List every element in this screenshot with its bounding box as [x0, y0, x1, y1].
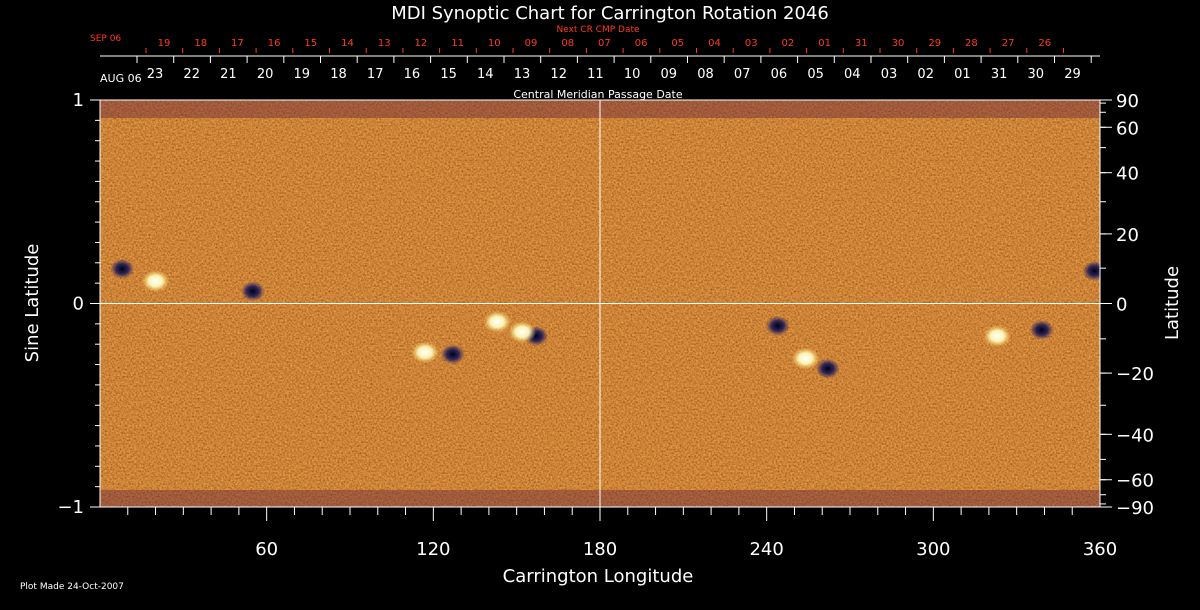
x-tick-label: 360: [1083, 539, 1117, 560]
right-y-tick-label: −90: [1116, 498, 1154, 519]
left-y-axis: 1 0 −1: [57, 90, 100, 518]
next-cr-date-label: 29: [928, 38, 941, 49]
right-y-axis-label: Latitude: [1162, 266, 1183, 340]
next-cr-date-label: 30: [892, 38, 905, 49]
cmp-date-label: 30: [1028, 67, 1045, 82]
next-cr-axis-label: Next CR CMP Date: [556, 25, 640, 35]
next-cr-date-label: 31: [855, 38, 868, 49]
next-cr-date-label: 17: [231, 38, 244, 49]
negative-region-1: [440, 344, 465, 365]
grid-lines: [100, 100, 1100, 507]
next-cr-date-label: 27: [1002, 38, 1015, 49]
cmp-date-label: 01: [954, 67, 971, 82]
next-cr-date-label: 26: [1038, 38, 1051, 49]
next-cr-date-label: 18: [194, 38, 207, 49]
next-cr-start-label: SEP 06: [90, 34, 121, 44]
right-y-tick-label: 20: [1116, 225, 1139, 246]
negative-region-12: [815, 358, 840, 379]
cmp-date-label: 21: [220, 67, 237, 82]
right-y-tick-label: 90: [1116, 91, 1139, 112]
left-y-tick-label: −1: [57, 497, 84, 518]
next-cr-date-label: 11: [451, 38, 464, 49]
next-cr-date-label: 05: [671, 38, 684, 49]
negative-region-8: [1029, 319, 1054, 340]
negative-region-7: [240, 281, 265, 302]
cmp-start-label: AUG 06: [100, 72, 142, 85]
negative-region-5: [110, 258, 135, 279]
next-cr-date-label: 06: [635, 38, 648, 49]
right-y-tick-label: 0: [1116, 295, 1127, 316]
negative-region-13: [1082, 260, 1100, 281]
cmp-date-label: 02: [917, 67, 934, 82]
cmp-date-label: 31: [991, 67, 1008, 82]
negative-region-10: [765, 315, 790, 336]
cmp-date-axis: 23 22 21 20 19 18 17 16 15 14 13 12 11 10 09 08 07 06 05 04…: [100, 55, 1100, 82]
x-axis-label: Carrington Longitude: [503, 566, 694, 587]
cmp-date-label: 15: [440, 67, 457, 82]
chart-title: MDI Synoptic Chart for Carrington Rotati…: [391, 3, 829, 24]
next-cr-date-label: 19: [158, 38, 171, 49]
left-y-tick-label: 1: [73, 90, 84, 111]
cmp-date-label: 20: [257, 67, 274, 82]
cmp-date-label: 16: [404, 67, 421, 82]
positive-region-9: [983, 325, 1012, 348]
next-cr-date-label: 02: [782, 38, 795, 49]
cmp-date-label: 10: [624, 67, 641, 82]
x-tick-label: 180: [583, 539, 617, 560]
next-cr-date-label: 12: [415, 38, 428, 49]
left-y-tick-label: 0: [73, 294, 84, 315]
left-y-axis-label: Sine Latitude: [22, 244, 43, 363]
cmp-date-label: 12: [550, 67, 567, 82]
next-cr-date-label: 10: [488, 38, 501, 49]
next-cr-date-label: 07: [598, 38, 611, 49]
x-tick-label: 300: [916, 539, 950, 560]
next-cr-axis: 19 18 17 16 15 14 13 12 11 10 09 08 07 06 05 04 03 02 01 31…: [145, 38, 1064, 53]
positive-region-0: [411, 341, 439, 364]
cmp-date-label: 22: [183, 67, 200, 82]
positive-region-6: [141, 270, 170, 293]
cmp-date-label: 05: [807, 67, 824, 82]
next-cr-date-label: 09: [525, 38, 538, 49]
x-axis: 60 120 180 240 300 360: [127, 507, 1117, 560]
active-regions: [110, 258, 1100, 379]
cmp-date-label: 06: [771, 67, 788, 82]
cmp-date-label: 03: [881, 67, 898, 82]
right-y-axis: 90 60 40 20 0 −20 −40 −60 −90: [1100, 91, 1154, 519]
cmp-date-label: 29: [1064, 67, 1081, 82]
cmp-date-label: 04: [844, 67, 861, 82]
positive-region-4: [483, 310, 512, 333]
cmp-axis-label: Central Meridian Passage Date: [513, 88, 682, 101]
next-cr-date-label: 03: [745, 38, 758, 49]
next-cr-date-label: 16: [268, 38, 281, 49]
cmp-date-label: 17: [367, 67, 384, 82]
positive-region-11: [791, 347, 820, 370]
cmp-date-label: 19: [294, 67, 311, 82]
right-y-tick-label: −40: [1116, 425, 1154, 446]
cmp-date-label: 13: [514, 67, 531, 82]
cmp-date-label: 14: [477, 67, 494, 82]
cmp-date-label: 11: [587, 67, 604, 82]
positive-region-3: [508, 320, 537, 343]
right-y-tick-label: −60: [1116, 471, 1154, 492]
next-cr-date-label: 14: [341, 38, 354, 49]
x-tick-label: 60: [255, 539, 278, 560]
next-cr-date-label: 08: [561, 38, 574, 49]
next-cr-date-label: 28: [965, 38, 978, 49]
cmp-date-label: 07: [734, 67, 751, 82]
right-y-tick-label: −20: [1116, 364, 1154, 385]
next-cr-date-label: 01: [818, 38, 831, 49]
cmp-date-label: 23: [147, 67, 164, 82]
right-y-tick-label: 40: [1116, 164, 1139, 185]
cmp-date-label: 18: [330, 67, 347, 82]
x-tick-label: 240: [749, 539, 783, 560]
cmp-date-label: 09: [661, 67, 678, 82]
plot-made-label: Plot Made 24-Oct-2007: [20, 582, 124, 592]
next-cr-date-label: 04: [708, 38, 721, 49]
right-y-tick-label: 60: [1116, 118, 1139, 139]
next-cr-date-label: 15: [304, 38, 317, 49]
next-cr-date-label: 13: [378, 38, 391, 49]
cmp-date-label: 08: [697, 67, 714, 82]
x-tick-label: 120: [416, 539, 450, 560]
